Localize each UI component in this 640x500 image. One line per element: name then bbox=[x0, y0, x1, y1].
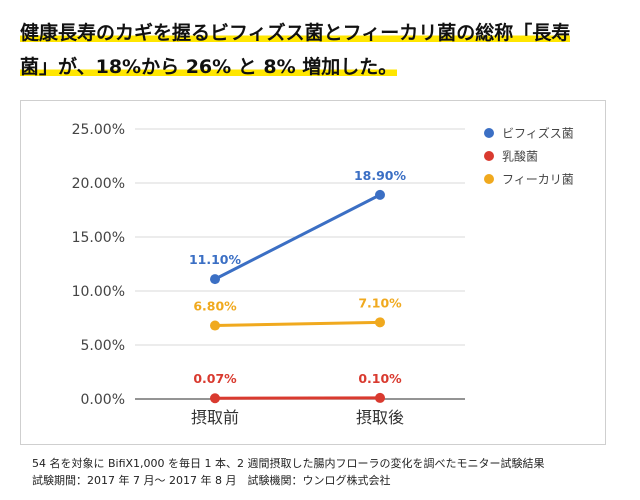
footnote-line-1: 54 名を対象に BifiX1,000 を毎日 1 本、2 週間摂取した腸内フロ… bbox=[32, 457, 545, 470]
data-label: 0.07% bbox=[193, 371, 237, 386]
footnote-line-2: 試験期間：2017 年 7 月～ 2017 年 8 月 試験機関：ウンログ株式会… bbox=[32, 474, 391, 487]
legend-label: フィーカリ菌 bbox=[502, 173, 574, 187]
y-tick-label: 25.00% bbox=[72, 122, 125, 138]
data-label: 6.80% bbox=[193, 299, 237, 314]
legend-marker bbox=[484, 128, 494, 138]
y-tick-label: 15.00% bbox=[72, 230, 125, 246]
data-label: 11.10% bbox=[189, 252, 242, 267]
data-point bbox=[210, 320, 220, 331]
data-label: 18.90% bbox=[354, 168, 407, 183]
data-point bbox=[210, 393, 220, 404]
footnote: 54 名を対象に BifiX1,000 を毎日 1 本、2 週間摂取した腸内フロ… bbox=[32, 455, 545, 489]
y-tick-label: 0.00% bbox=[81, 392, 125, 408]
data-label: 0.10% bbox=[358, 371, 402, 386]
data-point bbox=[375, 392, 385, 403]
data-label: 7.10% bbox=[358, 295, 402, 310]
y-tick-label: 5.00% bbox=[81, 338, 125, 354]
legend-label: ビフィズス菌 bbox=[502, 126, 574, 141]
legend-label: 乳酸菌 bbox=[502, 149, 538, 164]
series-line bbox=[213, 320, 382, 328]
y-tick-label: 10.00% bbox=[72, 284, 125, 300]
x-category-label: 摂取後 bbox=[356, 408, 404, 427]
y-tick-label: 20.00% bbox=[72, 176, 125, 192]
line-chart: 0.00% 5.00% 10.00% 15.00% 20.00% 25.00% 摂取前 摂取後… bbox=[72, 122, 574, 427]
data-point bbox=[375, 317, 385, 328]
legend-marker bbox=[484, 151, 494, 161]
headline-line-2: 菌」が、18%から 26% と 8% 増加した。 bbox=[20, 56, 398, 78]
data-point bbox=[375, 189, 385, 200]
series-line bbox=[213, 193, 382, 281]
headline-line-1: 健康長寿のカギを握るビフィズス菌とフィーカリ菌の総称「長寿 bbox=[20, 22, 571, 44]
x-category-label: 摂取前 bbox=[191, 408, 239, 427]
chart-frame: 0.00% 5.00% 10.00% 15.00% 20.00% 25.00% 摂取前 摂取後… bbox=[20, 100, 606, 445]
legend-marker bbox=[484, 174, 494, 184]
headline: 健康長寿のカギを握るビフィズス菌とフィーカリ菌の総称「長寿 菌」が、18%から … bbox=[20, 16, 620, 84]
data-point bbox=[210, 274, 220, 285]
